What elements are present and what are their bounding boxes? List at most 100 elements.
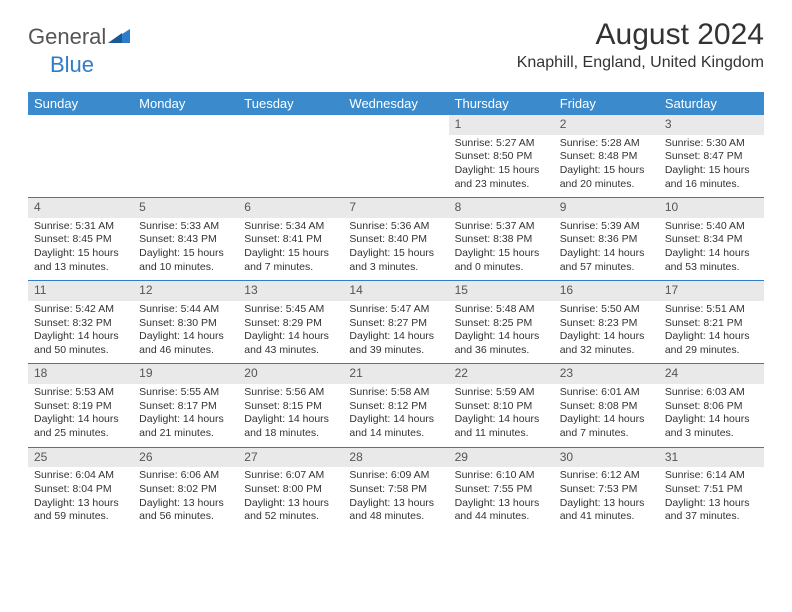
day-cell: Sunrise: 5:56 AMSunset: 8:15 PMDaylight:… — [238, 384, 343, 447]
sunset-text: Sunset: 8:12 PM — [349, 400, 442, 414]
day-content: Sunrise: 6:04 AMSunset: 8:04 PMDaylight:… — [28, 467, 133, 530]
daynum-row: 45678910 — [28, 198, 764, 218]
content-row: Sunrise: 6:04 AMSunset: 8:04 PMDaylight:… — [28, 467, 764, 530]
sunset-text: Sunset: 8:43 PM — [139, 233, 232, 247]
day-cell: Sunrise: 6:10 AMSunset: 7:55 PMDaylight:… — [449, 467, 554, 530]
day-number: 18 — [28, 364, 133, 384]
sunset-text: Sunset: 8:25 PM — [455, 317, 548, 331]
day-cell: Sunrise: 5:55 AMSunset: 8:17 PMDaylight:… — [133, 384, 238, 447]
day-content: Sunrise: 5:42 AMSunset: 8:32 PMDaylight:… — [28, 301, 133, 364]
day-number-cell: 15 — [449, 281, 554, 301]
day-number-cell: 25 — [28, 447, 133, 467]
day-number: 23 — [554, 364, 659, 384]
daylight-text: Daylight: 14 hours and 50 minutes. — [34, 330, 127, 357]
day-content: Sunrise: 5:27 AMSunset: 8:50 PMDaylight:… — [449, 135, 554, 198]
day-number: 12 — [133, 281, 238, 301]
day-cell: Sunrise: 5:51 AMSunset: 8:21 PMDaylight:… — [659, 301, 764, 364]
daylight-text: Daylight: 15 hours and 16 minutes. — [665, 164, 758, 191]
day-header-row: Sunday Monday Tuesday Wednesday Thursday… — [28, 92, 764, 115]
day-cell: Sunrise: 5:33 AMSunset: 8:43 PMDaylight:… — [133, 218, 238, 281]
sunrise-text: Sunrise: 5:30 AM — [665, 137, 758, 151]
sunrise-text: Sunrise: 5:36 AM — [349, 220, 442, 234]
day-number-cell: 16 — [554, 281, 659, 301]
day-cell — [133, 135, 238, 198]
daylight-text: Daylight: 13 hours and 59 minutes. — [34, 497, 127, 524]
day-number: 15 — [449, 281, 554, 301]
daylight-text: Daylight: 15 hours and 0 minutes. — [455, 247, 548, 274]
day-content: Sunrise: 5:55 AMSunset: 8:17 PMDaylight:… — [133, 384, 238, 447]
day-cell: Sunrise: 5:47 AMSunset: 8:27 PMDaylight:… — [343, 301, 448, 364]
daylight-text: Daylight: 15 hours and 7 minutes. — [244, 247, 337, 274]
day-number-cell: 21 — [343, 364, 448, 384]
daylight-text: Daylight: 14 hours and 25 minutes. — [34, 413, 127, 440]
day-content: Sunrise: 5:34 AMSunset: 8:41 PMDaylight:… — [238, 218, 343, 281]
sunset-text: Sunset: 8:38 PM — [455, 233, 548, 247]
content-row: Sunrise: 5:27 AMSunset: 8:50 PMDaylight:… — [28, 135, 764, 198]
day-number: 31 — [659, 448, 764, 468]
day-content: Sunrise: 5:37 AMSunset: 8:38 PMDaylight:… — [449, 218, 554, 281]
sunset-text: Sunset: 8:21 PM — [665, 317, 758, 331]
sunset-text: Sunset: 8:30 PM — [139, 317, 232, 331]
day-number-cell: 24 — [659, 364, 764, 384]
day-number: 26 — [133, 448, 238, 468]
daylight-text: Daylight: 14 hours and 43 minutes. — [244, 330, 337, 357]
day-number: 10 — [659, 198, 764, 218]
daylight-text: Daylight: 13 hours and 41 minutes. — [560, 497, 653, 524]
day-number: 7 — [343, 198, 448, 218]
day-cell — [238, 135, 343, 198]
day-header: Saturday — [659, 92, 764, 115]
sunrise-text: Sunrise: 6:09 AM — [349, 469, 442, 483]
day-number-cell — [133, 115, 238, 135]
day-number-cell: 1 — [449, 115, 554, 135]
sunset-text: Sunset: 8:27 PM — [349, 317, 442, 331]
daylight-text: Daylight: 14 hours and 29 minutes. — [665, 330, 758, 357]
day-number: 29 — [449, 448, 554, 468]
day-cell: Sunrise: 6:03 AMSunset: 8:06 PMDaylight:… — [659, 384, 764, 447]
sunset-text: Sunset: 8:23 PM — [560, 317, 653, 331]
sunset-text: Sunset: 8:48 PM — [560, 150, 653, 164]
day-number-cell: 27 — [238, 447, 343, 467]
daylight-text: Daylight: 13 hours and 44 minutes. — [455, 497, 548, 524]
day-cell: Sunrise: 5:40 AMSunset: 8:34 PMDaylight:… — [659, 218, 764, 281]
sunset-text: Sunset: 8:47 PM — [665, 150, 758, 164]
day-number-cell: 30 — [554, 447, 659, 467]
day-number: 25 — [28, 448, 133, 468]
daylight-text: Daylight: 13 hours and 56 minutes. — [139, 497, 232, 524]
daylight-text: Daylight: 15 hours and 13 minutes. — [34, 247, 127, 274]
sunset-text: Sunset: 8:29 PM — [244, 317, 337, 331]
sunset-text: Sunset: 8:41 PM — [244, 233, 337, 247]
daylight-text: Daylight: 14 hours and 11 minutes. — [455, 413, 548, 440]
day-number-cell: 8 — [449, 198, 554, 218]
day-content: Sunrise: 5:39 AMSunset: 8:36 PMDaylight:… — [554, 218, 659, 281]
day-content: Sunrise: 5:59 AMSunset: 8:10 PMDaylight:… — [449, 384, 554, 447]
sunrise-text: Sunrise: 5:28 AM — [560, 137, 653, 151]
sunrise-text: Sunrise: 5:40 AM — [665, 220, 758, 234]
sunrise-text: Sunrise: 5:53 AM — [34, 386, 127, 400]
day-cell: Sunrise: 6:07 AMSunset: 8:00 PMDaylight:… — [238, 467, 343, 530]
sunrise-text: Sunrise: 5:48 AM — [455, 303, 548, 317]
daynum-row: 25262728293031 — [28, 447, 764, 467]
day-header: Tuesday — [238, 92, 343, 115]
sunrise-text: Sunrise: 5:55 AM — [139, 386, 232, 400]
day-number-cell: 3 — [659, 115, 764, 135]
day-cell: Sunrise: 5:31 AMSunset: 8:45 PMDaylight:… — [28, 218, 133, 281]
sunset-text: Sunset: 8:10 PM — [455, 400, 548, 414]
daylight-text: Daylight: 14 hours and 7 minutes. — [560, 413, 653, 440]
sunrise-text: Sunrise: 5:59 AM — [455, 386, 548, 400]
day-number: 1 — [449, 115, 554, 135]
day-number: 28 — [343, 448, 448, 468]
day-cell: Sunrise: 5:48 AMSunset: 8:25 PMDaylight:… — [449, 301, 554, 364]
day-number: 11 — [28, 281, 133, 301]
title-block: August 2024 Knaphill, England, United Ki… — [517, 18, 764, 72]
day-header: Sunday — [28, 92, 133, 115]
day-content: Sunrise: 6:12 AMSunset: 7:53 PMDaylight:… — [554, 467, 659, 530]
daylight-text: Daylight: 13 hours and 52 minutes. — [244, 497, 337, 524]
sunrise-text: Sunrise: 5:39 AM — [560, 220, 653, 234]
sunset-text: Sunset: 8:17 PM — [139, 400, 232, 414]
daynum-row: 123 — [28, 115, 764, 135]
day-cell: Sunrise: 5:27 AMSunset: 8:50 PMDaylight:… — [449, 135, 554, 198]
day-content: Sunrise: 5:47 AMSunset: 8:27 PMDaylight:… — [343, 301, 448, 364]
sunrise-text: Sunrise: 5:51 AM — [665, 303, 758, 317]
day-content: Sunrise: 5:48 AMSunset: 8:25 PMDaylight:… — [449, 301, 554, 364]
day-number-cell — [28, 115, 133, 135]
